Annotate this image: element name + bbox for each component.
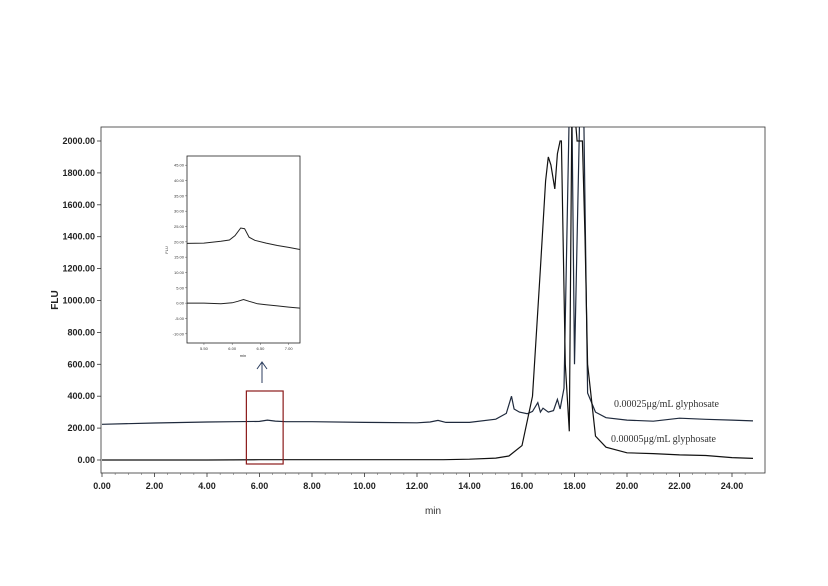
x-tick-label: 0.00 bbox=[93, 481, 111, 491]
y-tick-label: 200.00 bbox=[67, 423, 95, 433]
inset-y-tick-label: 20.00 bbox=[174, 239, 185, 244]
y-tick-label: 800.00 bbox=[67, 327, 95, 337]
x-tick-label: 22.00 bbox=[668, 481, 691, 491]
inset-y-tick-label: 40.00 bbox=[174, 178, 185, 183]
y-tick-label: 1600.00 bbox=[62, 200, 95, 210]
plot-area bbox=[100, 126, 766, 474]
zoom-highlight-box bbox=[245, 390, 284, 465]
inset-y-tick-label: 45.00 bbox=[174, 163, 185, 168]
x-tick-label: 8.00 bbox=[303, 481, 321, 491]
x-tick-label: 18.00 bbox=[563, 481, 586, 491]
y-tick-label: 1400.00 bbox=[62, 232, 95, 242]
y-tick-label: 1000.00 bbox=[62, 296, 95, 306]
inset-y-tick-label: -5.00 bbox=[175, 316, 185, 321]
y-tick-label: 0.00 bbox=[77, 455, 95, 465]
inset-y-tick-label: 25.00 bbox=[174, 224, 185, 229]
inset-plot-area bbox=[186, 155, 301, 344]
inset-x-tick-label: 5.50 bbox=[200, 346, 209, 351]
series-label-0005: 0.00005μg/mL glyphosate bbox=[611, 434, 717, 445]
inset-y-tick-label: 35.00 bbox=[174, 193, 185, 198]
zoom-arrow bbox=[256, 361, 268, 383]
inset-series-line-1 bbox=[187, 298, 300, 309]
inset-y-tick-label: 5.00 bbox=[176, 285, 185, 290]
inset-y-tick-label: 30.00 bbox=[174, 209, 185, 214]
x-axis-label: min bbox=[425, 506, 441, 517]
x-tick-label: 12.00 bbox=[406, 481, 429, 491]
series-line-1 bbox=[102, 127, 754, 461]
x-tick-label: 4.00 bbox=[198, 481, 216, 491]
x-tick-label: 10.00 bbox=[353, 481, 376, 491]
inset-x-tick-label: 6.50 bbox=[257, 346, 266, 351]
x-tick-label: 6.00 bbox=[251, 481, 269, 491]
inset-y-axis-label: FLU bbox=[164, 246, 169, 254]
x-tick-label: 16.00 bbox=[511, 481, 534, 491]
y-tick-label: 1800.00 bbox=[62, 168, 95, 178]
x-tick-label: 24.00 bbox=[721, 481, 744, 491]
series-line-0 bbox=[101, 127, 754, 425]
inset-y-tick-label: -10.00 bbox=[173, 331, 185, 336]
y-tick-label: 1200.00 bbox=[62, 264, 95, 274]
x-tick-label: 20.00 bbox=[616, 481, 639, 491]
inset-y-tick-label: 10.00 bbox=[174, 270, 185, 275]
y-tick-label: 600.00 bbox=[67, 359, 95, 369]
x-tick-label: 14.00 bbox=[458, 481, 481, 491]
inset-x-tick-label: 7.00 bbox=[285, 346, 294, 351]
inset-x-axis-label: min bbox=[240, 353, 246, 358]
inset-series-line-0 bbox=[187, 227, 300, 250]
y-axis-label: FLU bbox=[50, 290, 61, 309]
x-tick-label: 2.00 bbox=[146, 481, 164, 491]
inset-y-tick-label: 0.00 bbox=[176, 301, 185, 306]
inset-x-tick-label: 6.00 bbox=[228, 346, 237, 351]
y-tick-label: 2000.00 bbox=[62, 136, 95, 146]
inset-chart: 45.00 40.00 35.00 30.00 25.00 20.00 15.00 10.00… bbox=[164, 155, 301, 358]
y-tick-label: 400.00 bbox=[67, 391, 95, 401]
series-label-0025: 0.00025μg/mL glyphosate bbox=[614, 399, 720, 410]
inset-y-tick-label: 15.00 bbox=[174, 255, 185, 260]
